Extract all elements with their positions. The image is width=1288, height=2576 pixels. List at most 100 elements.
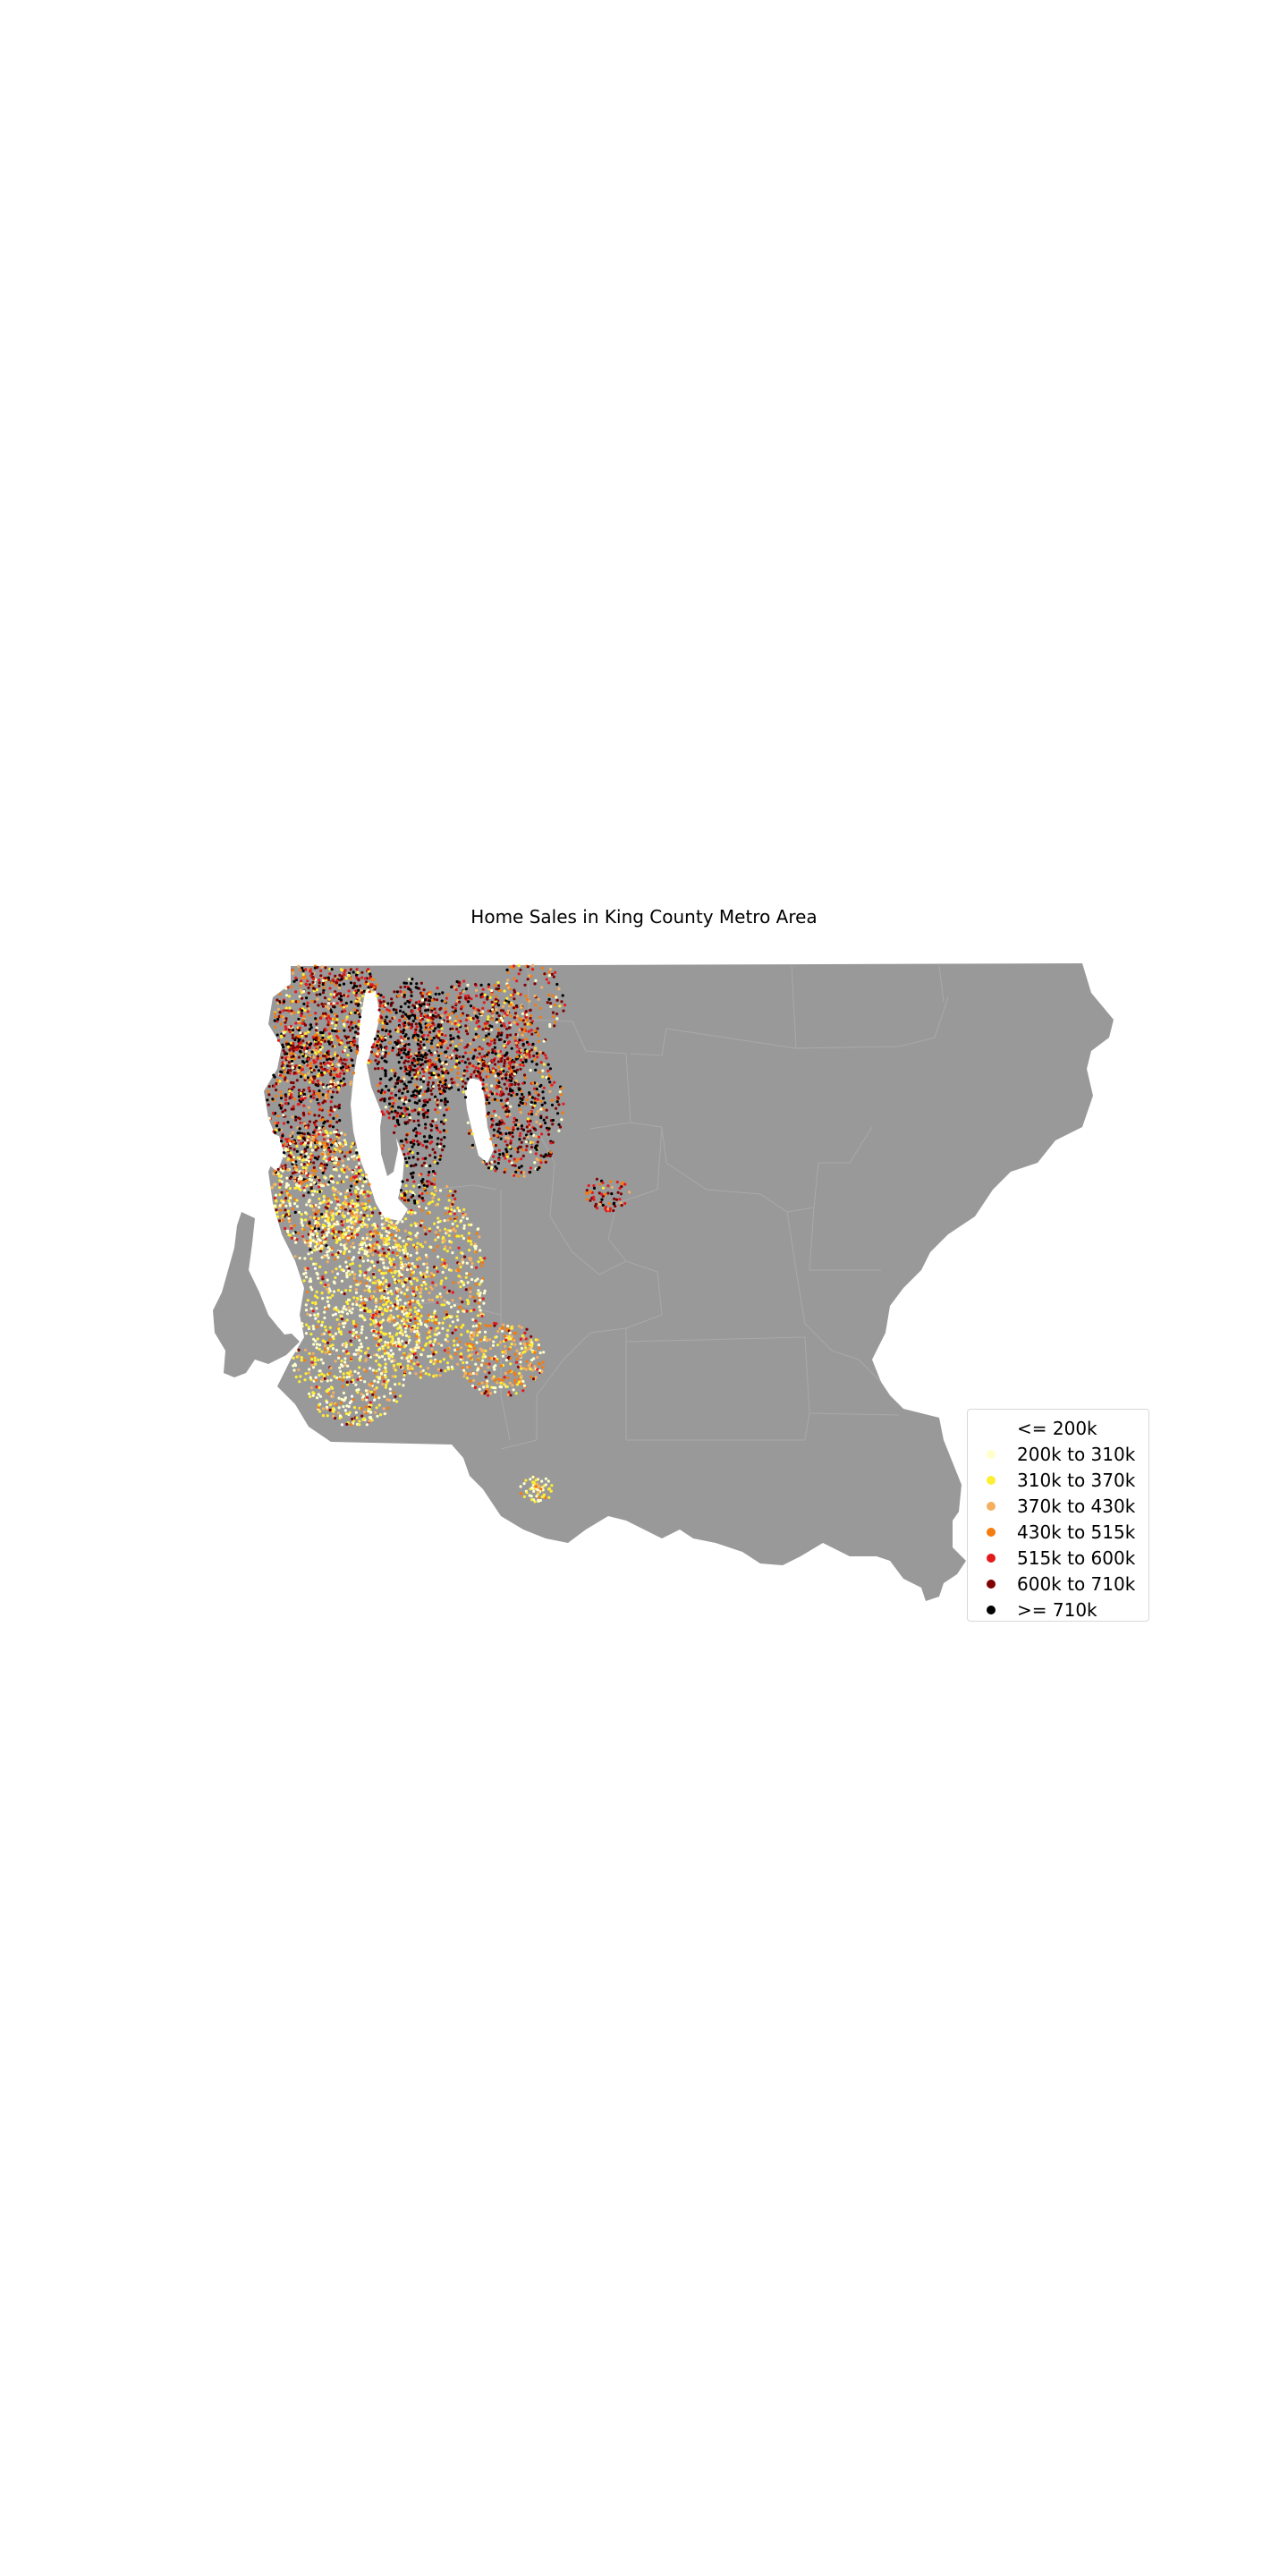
sale-point (332, 1227, 335, 1231)
sale-point (521, 1042, 525, 1046)
sale-point (379, 1236, 383, 1240)
sale-point (376, 1055, 379, 1059)
sale-point (402, 1199, 407, 1202)
sale-point (377, 1368, 381, 1371)
sale-point (456, 1348, 460, 1352)
sale-point (369, 1401, 372, 1404)
sale-point (398, 1348, 402, 1352)
sale-point (379, 1045, 383, 1048)
sale-point (286, 1042, 290, 1046)
sale-point (312, 1216, 316, 1219)
sale-point (298, 1117, 301, 1121)
sale-point (462, 979, 466, 983)
sale-point (444, 1338, 447, 1342)
sale-point (408, 1001, 411, 1004)
sale-point (409, 1253, 412, 1258)
sale-point (331, 1029, 335, 1032)
sale-point (319, 969, 323, 972)
sale-point (431, 1281, 435, 1284)
sale-point (338, 983, 342, 987)
sale-point (331, 1394, 335, 1399)
sale-point (474, 1032, 478, 1036)
sale-point (392, 1068, 395, 1072)
sale-point (307, 986, 310, 990)
sale-point (418, 1051, 421, 1055)
sale-point (411, 1156, 415, 1159)
sale-point (368, 1243, 371, 1247)
sale-point (436, 1046, 439, 1049)
sale-point (358, 1345, 361, 1350)
sale-point (447, 1199, 451, 1202)
sale-point (360, 1393, 363, 1396)
sale-point (490, 1018, 495, 1021)
sale-point (430, 1140, 434, 1144)
sale-point (344, 1236, 348, 1240)
sale-point (318, 1042, 323, 1046)
sale-point (404, 1026, 408, 1030)
sale-point (402, 994, 406, 997)
sale-point (479, 1309, 482, 1312)
sale-point (343, 1343, 346, 1347)
sale-point (310, 1358, 314, 1361)
sale-point (340, 1363, 343, 1367)
sale-point (353, 1369, 357, 1373)
sale-point (290, 1236, 294, 1240)
sale-point (410, 1026, 413, 1030)
sale-point (424, 1372, 428, 1376)
sale-point (460, 1326, 463, 1329)
sale-point (340, 1279, 343, 1283)
sale-point (329, 1225, 333, 1229)
sale-point (323, 1310, 326, 1314)
sale-point (335, 1014, 339, 1018)
sale-point (411, 1262, 414, 1266)
sale-point (355, 1416, 359, 1419)
sale-point (321, 1275, 325, 1279)
sale-point (407, 1113, 411, 1116)
sale-point (422, 1187, 426, 1191)
sale-point (436, 1245, 439, 1249)
sale-point (465, 1261, 469, 1265)
sale-point (478, 1235, 481, 1239)
sale-point (398, 1288, 402, 1292)
sale-point (348, 1150, 352, 1154)
sale-point (274, 1193, 278, 1197)
sale-point (450, 1021, 453, 1026)
sale-point (387, 1317, 391, 1320)
sale-point (418, 1099, 421, 1103)
sale-point (330, 1218, 334, 1222)
sale-point (349, 1048, 353, 1053)
sale-point (319, 1051, 323, 1055)
sale-point (441, 1072, 445, 1075)
sale-point (471, 1325, 475, 1328)
sale-point (401, 1339, 404, 1343)
sale-point (354, 1030, 358, 1034)
sale-point (430, 1347, 434, 1352)
sale-point (356, 1027, 360, 1030)
sale-point (405, 1055, 409, 1059)
sale-point (454, 1054, 458, 1057)
sale-point (393, 1074, 397, 1078)
sale-point (430, 1298, 435, 1302)
sale-point (354, 1172, 358, 1175)
sale-point (284, 1028, 287, 1031)
sale-point (404, 1086, 408, 1090)
sale-point (467, 1239, 470, 1242)
sale-point (451, 1054, 454, 1057)
sale-point (419, 1370, 423, 1374)
sale-point (321, 1320, 325, 1324)
sale-point (497, 1031, 501, 1035)
sale-point (367, 1353, 370, 1358)
sale-point (387, 1231, 391, 1234)
sale-point (435, 1124, 438, 1128)
sale-point (436, 1142, 439, 1146)
sale-point (430, 1124, 434, 1128)
sale-point (338, 1414, 342, 1418)
sale-point (311, 1036, 315, 1039)
sale-point (297, 1011, 301, 1014)
sale-point (310, 1148, 314, 1152)
sale-point (314, 1148, 318, 1152)
sale-point (369, 1208, 373, 1211)
sale-point (328, 1333, 332, 1336)
sale-point (377, 1089, 380, 1093)
sale-point (409, 1140, 412, 1144)
